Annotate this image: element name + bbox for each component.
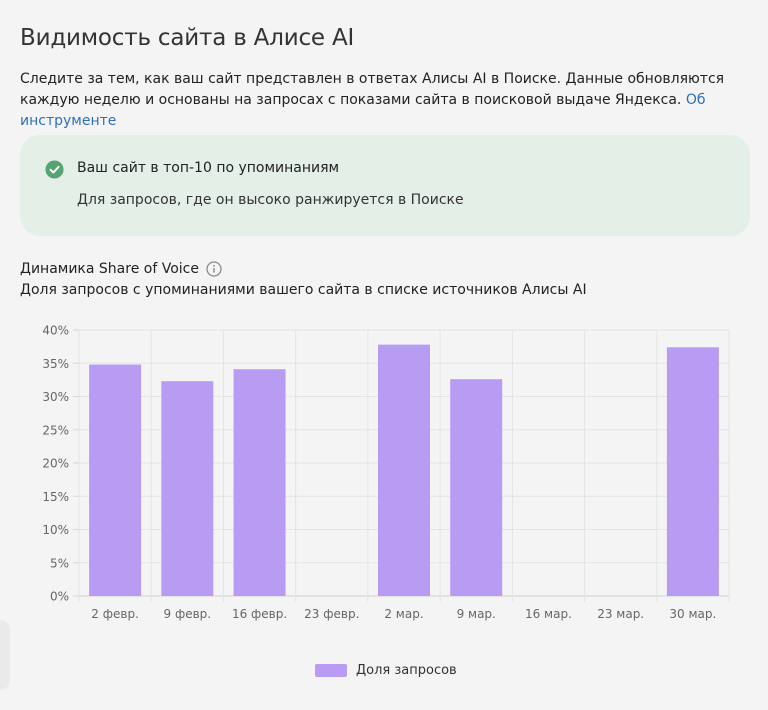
x-tick-label: 30 мар. — [669, 607, 716, 621]
status-subtitle: Для запросов, где он высоко ранжируется … — [77, 192, 464, 208]
side-panel-edge — [0, 620, 10, 690]
x-tick-label: 23 мар. — [597, 607, 644, 621]
chart-subtitle: Доля запросов с упоминаниями вашего сайт… — [20, 282, 587, 298]
legend-swatch — [315, 664, 347, 677]
info-icon[interactable] — [206, 261, 222, 277]
x-tick-label: 16 февр. — [232, 607, 287, 621]
y-tick-label: 15% — [42, 490, 69, 504]
y-tick-label: 25% — [42, 423, 69, 437]
status-card: Ваш сайт в топ-10 по упоминаниям Для зап… — [20, 135, 750, 236]
x-tick-label: 9 мар. — [457, 607, 496, 621]
description-text: Следите за тем, как ваш сайт представлен… — [20, 71, 725, 108]
legend-label: Доля запросов — [356, 663, 457, 678]
bar-6 — [450, 379, 503, 596]
status-title: Ваш сайт в топ-10 по упоминаниям — [77, 160, 340, 176]
y-tick-label: 30% — [42, 390, 69, 404]
page-title: Видимость сайта в Алисе AI — [20, 25, 355, 51]
y-tick-label: 20% — [42, 457, 69, 471]
share-of-voice-chart: 0% 5% 10% 15% 20% 25% 30% 35% 40% 2 февр. 9 февр. 1… — [42, 324, 730, 621]
x-tick-label: 9 февр. — [164, 607, 212, 621]
about-tool-link[interactable]: Об инструменте — [20, 92, 706, 129]
page-description: Следите за тем, как ваш сайт представлен… — [20, 69, 750, 132]
y-tick-label: 40% — [42, 324, 69, 338]
x-tick-label: 2 мар. — [384, 607, 423, 621]
y-tick-label: 0% — [50, 590, 69, 604]
chart-title: Динамика Share of Voice — [20, 261, 222, 277]
bar-9 — [666, 347, 719, 596]
x-tick-label: 16 мар. — [525, 607, 572, 621]
chart-title-text: Динамика Share of Voice — [20, 261, 199, 277]
x-tick-label: 23 февр. — [304, 607, 359, 621]
bar-1 — [89, 364, 142, 596]
chart-legend[interactable]: Доля запросов — [315, 663, 457, 678]
bar-3 — [233, 369, 286, 596]
y-tick-label: 5% — [50, 556, 69, 570]
bar-5 — [378, 344, 430, 596]
y-tick-label: 35% — [42, 357, 69, 371]
check-circle-icon — [45, 160, 64, 179]
y-tick-label: 10% — [42, 523, 69, 537]
bar-2 — [161, 381, 214, 596]
x-tick-label: 2 февр. — [91, 607, 139, 621]
